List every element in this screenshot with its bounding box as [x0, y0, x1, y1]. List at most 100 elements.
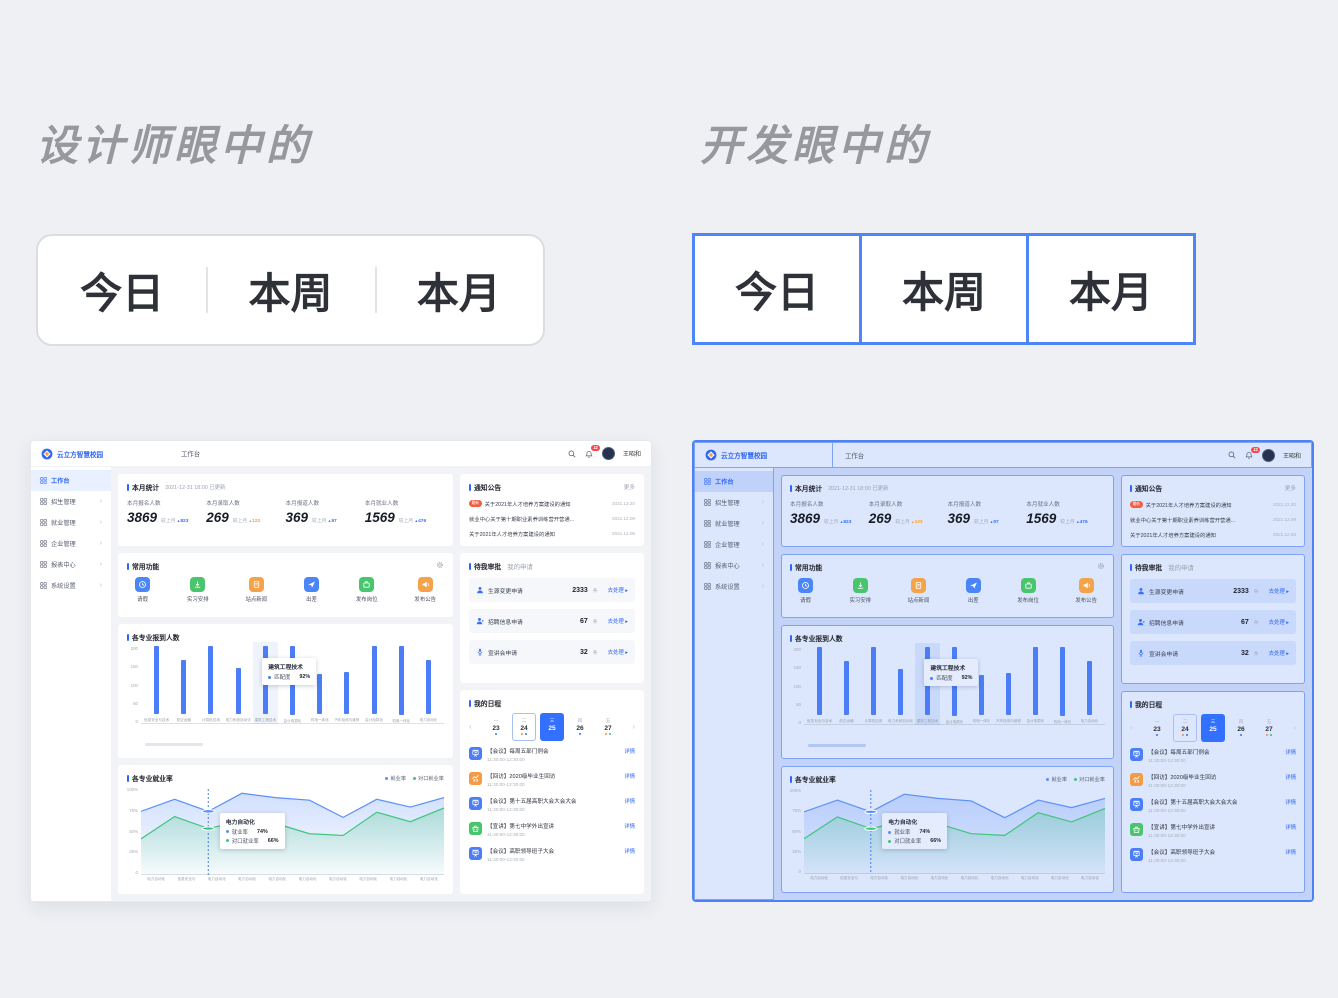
quick-action[interactable]: 出差	[965, 578, 981, 604]
bar[interactable]	[235, 668, 241, 714]
schedule-event[interactable]: 【回访】2020级毕业生回访 11:30:00-12:30:00 详情	[469, 772, 635, 797]
legend-item[interactable]: 就业率	[1046, 776, 1067, 783]
calendar-next-icon[interactable]: ›	[632, 722, 635, 731]
approval-action-link[interactable]: 去处理 ▸	[1268, 620, 1289, 626]
sidebar-item[interactable]: 企业管理 ›	[695, 534, 773, 555]
approval-action-link[interactable]: 去处理 ▸	[607, 588, 628, 594]
schedule-event[interactable]: 【回访】2020级毕业生回访 11:30:00-12:30:00 详情	[1130, 773, 1296, 798]
tab-period[interactable]: 本周	[206, 260, 374, 321]
calendar-day[interactable]: 三 25	[1201, 714, 1225, 742]
tab-period[interactable]: 今日	[80, 269, 165, 317]
notice-item[interactable]: 最新 关于2021年人才培养方案建设的通知 2021.12.20	[1130, 497, 1296, 512]
avatar[interactable]	[601, 447, 615, 460]
calendar-prev-icon[interactable]: ‹	[1130, 723, 1133, 732]
calendar-day[interactable]: 四 26	[568, 713, 592, 741]
bar[interactable]	[208, 646, 214, 715]
approvals-tab-active[interactable]: 待我审批	[1135, 565, 1163, 572]
bar[interactable]	[425, 660, 431, 714]
quick-action[interactable]: 站点新闻	[908, 578, 929, 604]
calendar-day[interactable]: 三 25	[540, 713, 564, 741]
approval-item[interactable]: 生源变更申请 2333 条 去处理 ▸	[1130, 579, 1296, 603]
approvals-tab-inactive[interactable]: 我的申请	[1168, 564, 1194, 572]
approval-item[interactable]: 宣讲会申请 32 条 去处理 ▸	[469, 640, 635, 664]
calendar-day[interactable]: 二 24	[1173, 714, 1197, 742]
approval-action-link[interactable]: 去处理 ▸	[607, 619, 628, 625]
quick-action[interactable]: 站点新闻	[245, 577, 267, 603]
bar[interactable]	[898, 669, 903, 715]
legend-item[interactable]: 对口就业率	[413, 775, 444, 782]
calendar-next-icon[interactable]: ›	[1293, 723, 1296, 732]
calendar-day[interactable]: 一 23	[1145, 714, 1169, 742]
calendar-day[interactable]: 五 27	[596, 713, 620, 741]
sidebar-item[interactable]: 招生管理 ›	[31, 491, 111, 512]
approval-action-link[interactable]: 去处理 ▸	[1268, 651, 1289, 657]
event-detail-link[interactable]: 详情	[1285, 850, 1296, 856]
approvals-tab-active[interactable]: 待我审批	[474, 564, 502, 571]
bar[interactable]	[1006, 672, 1011, 715]
bar[interactable]	[398, 646, 404, 715]
schedule-event[interactable]: 【会议】高职领导班子大会 11:30:00-12:30:00 详情	[469, 847, 635, 872]
bar[interactable]	[871, 647, 876, 716]
schedule-event[interactable]: 【会议】每周五部门例会 11:30:00-12:30:00 详情	[1130, 748, 1296, 773]
approval-action-link[interactable]: 去处理 ▸	[1268, 589, 1289, 595]
bar[interactable]	[817, 647, 822, 716]
event-detail-link[interactable]: 详情	[624, 799, 635, 805]
sidebar-item[interactable]: 企业管理 ›	[31, 533, 111, 554]
event-detail-link[interactable]: 详情	[624, 774, 635, 780]
sidebar-item[interactable]: 就业管理 ›	[31, 512, 111, 533]
sidebar-item[interactable]: 工作台 ›	[31, 470, 111, 491]
tab-period[interactable]: 本月	[375, 260, 543, 321]
bar[interactable]	[1060, 647, 1065, 716]
bar[interactable]	[154, 646, 160, 715]
schedule-event[interactable]: 【宣讲】第七中学外出宣讲 11:30:00-12:30:00 详情	[469, 822, 635, 847]
sidebar-item[interactable]: 就业管理 ›	[695, 513, 773, 534]
search-icon[interactable]	[568, 449, 577, 458]
bar[interactable]	[317, 673, 323, 714]
quick-action[interactable]: 发布岗位	[356, 577, 377, 603]
event-detail-link[interactable]: 详情	[624, 749, 635, 755]
quick-action[interactable]: 发布公告	[414, 577, 436, 603]
sidebar-item[interactable]: 报表中心 ›	[31, 554, 111, 575]
bar[interactable]	[181, 660, 187, 714]
quick-action[interactable]: 发布公告	[1075, 578, 1097, 604]
calendar-day[interactable]: 一 23	[484, 713, 508, 741]
schedule-event[interactable]: 【会议】第十五届高职大会大会大会 11:30:00-12:30:00 详情	[1130, 798, 1296, 823]
tab-period[interactable]: 本月	[1026, 233, 1196, 345]
tab-period[interactable]: 本周	[859, 233, 1029, 345]
event-detail-link[interactable]: 详情	[624, 849, 635, 855]
approvals-tab-inactive[interactable]: 我的申请	[507, 563, 533, 571]
quick-action[interactable]: 请假	[135, 577, 150, 603]
calendar-day[interactable]: 五 27	[1257, 714, 1281, 742]
bar[interactable]	[844, 661, 849, 715]
notification-bell-icon[interactable]: 11	[1245, 446, 1260, 460]
quick-action[interactable]: 出差	[303, 577, 319, 603]
tab-period[interactable]: 今日	[692, 233, 862, 345]
bar[interactable]	[344, 671, 350, 714]
bar[interactable]	[979, 674, 984, 715]
schedule-event[interactable]: 【会议】第十五届高职大会大会大会 11:30:00-12:30:00 详情	[469, 797, 635, 822]
schedule-event[interactable]: 【会议】高职领导班子大会 11:30:00-12:30:00 详情	[1130, 848, 1296, 873]
event-detail-link[interactable]: 详情	[1285, 825, 1296, 831]
schedule-event[interactable]: 【会议】每周五部门例会 11:30:00-12:30:00 详情	[469, 747, 635, 772]
notices-more-link[interactable]: 更多	[1284, 486, 1296, 492]
bar[interactable]	[371, 646, 377, 715]
quick-action[interactable]: 实习安排	[850, 578, 871, 604]
sidebar-item[interactable]: 系统设置 ›	[31, 575, 111, 596]
schedule-event[interactable]: 【宣讲】第七中学外出宣讲 11:30:00-12:30:00 详情	[1130, 823, 1296, 848]
legend-item[interactable]: 就业率	[385, 775, 406, 782]
approval-item[interactable]: 生源变更申请 2333 条 去处理 ▸	[469, 578, 635, 602]
approval-item[interactable]: 宣讲会申请 32 条 去处理 ▸	[1130, 641, 1296, 665]
sidebar-item[interactable]: 工作台 ›	[695, 471, 773, 492]
legend-item[interactable]: 对口就业率	[1074, 776, 1105, 783]
calendar-day[interactable]: 四 26	[1229, 714, 1253, 742]
quick-action[interactable]: 请假	[798, 578, 813, 604]
avatar[interactable]	[1261, 448, 1275, 462]
notice-item[interactable]: 就业中心关于第十期职业素养训练营开营通... 2021.12.09	[1130, 512, 1296, 527]
bar[interactable]	[1033, 647, 1038, 716]
sidebar-item[interactable]: 系统设置 ›	[695, 576, 773, 597]
search-icon[interactable]	[1228, 451, 1237, 460]
chart-scrollbar[interactable]	[808, 744, 866, 747]
calendar-day[interactable]: 二 24	[512, 713, 536, 741]
event-detail-link[interactable]: 详情	[624, 824, 635, 830]
calendar-prev-icon[interactable]: ‹	[469, 722, 472, 731]
